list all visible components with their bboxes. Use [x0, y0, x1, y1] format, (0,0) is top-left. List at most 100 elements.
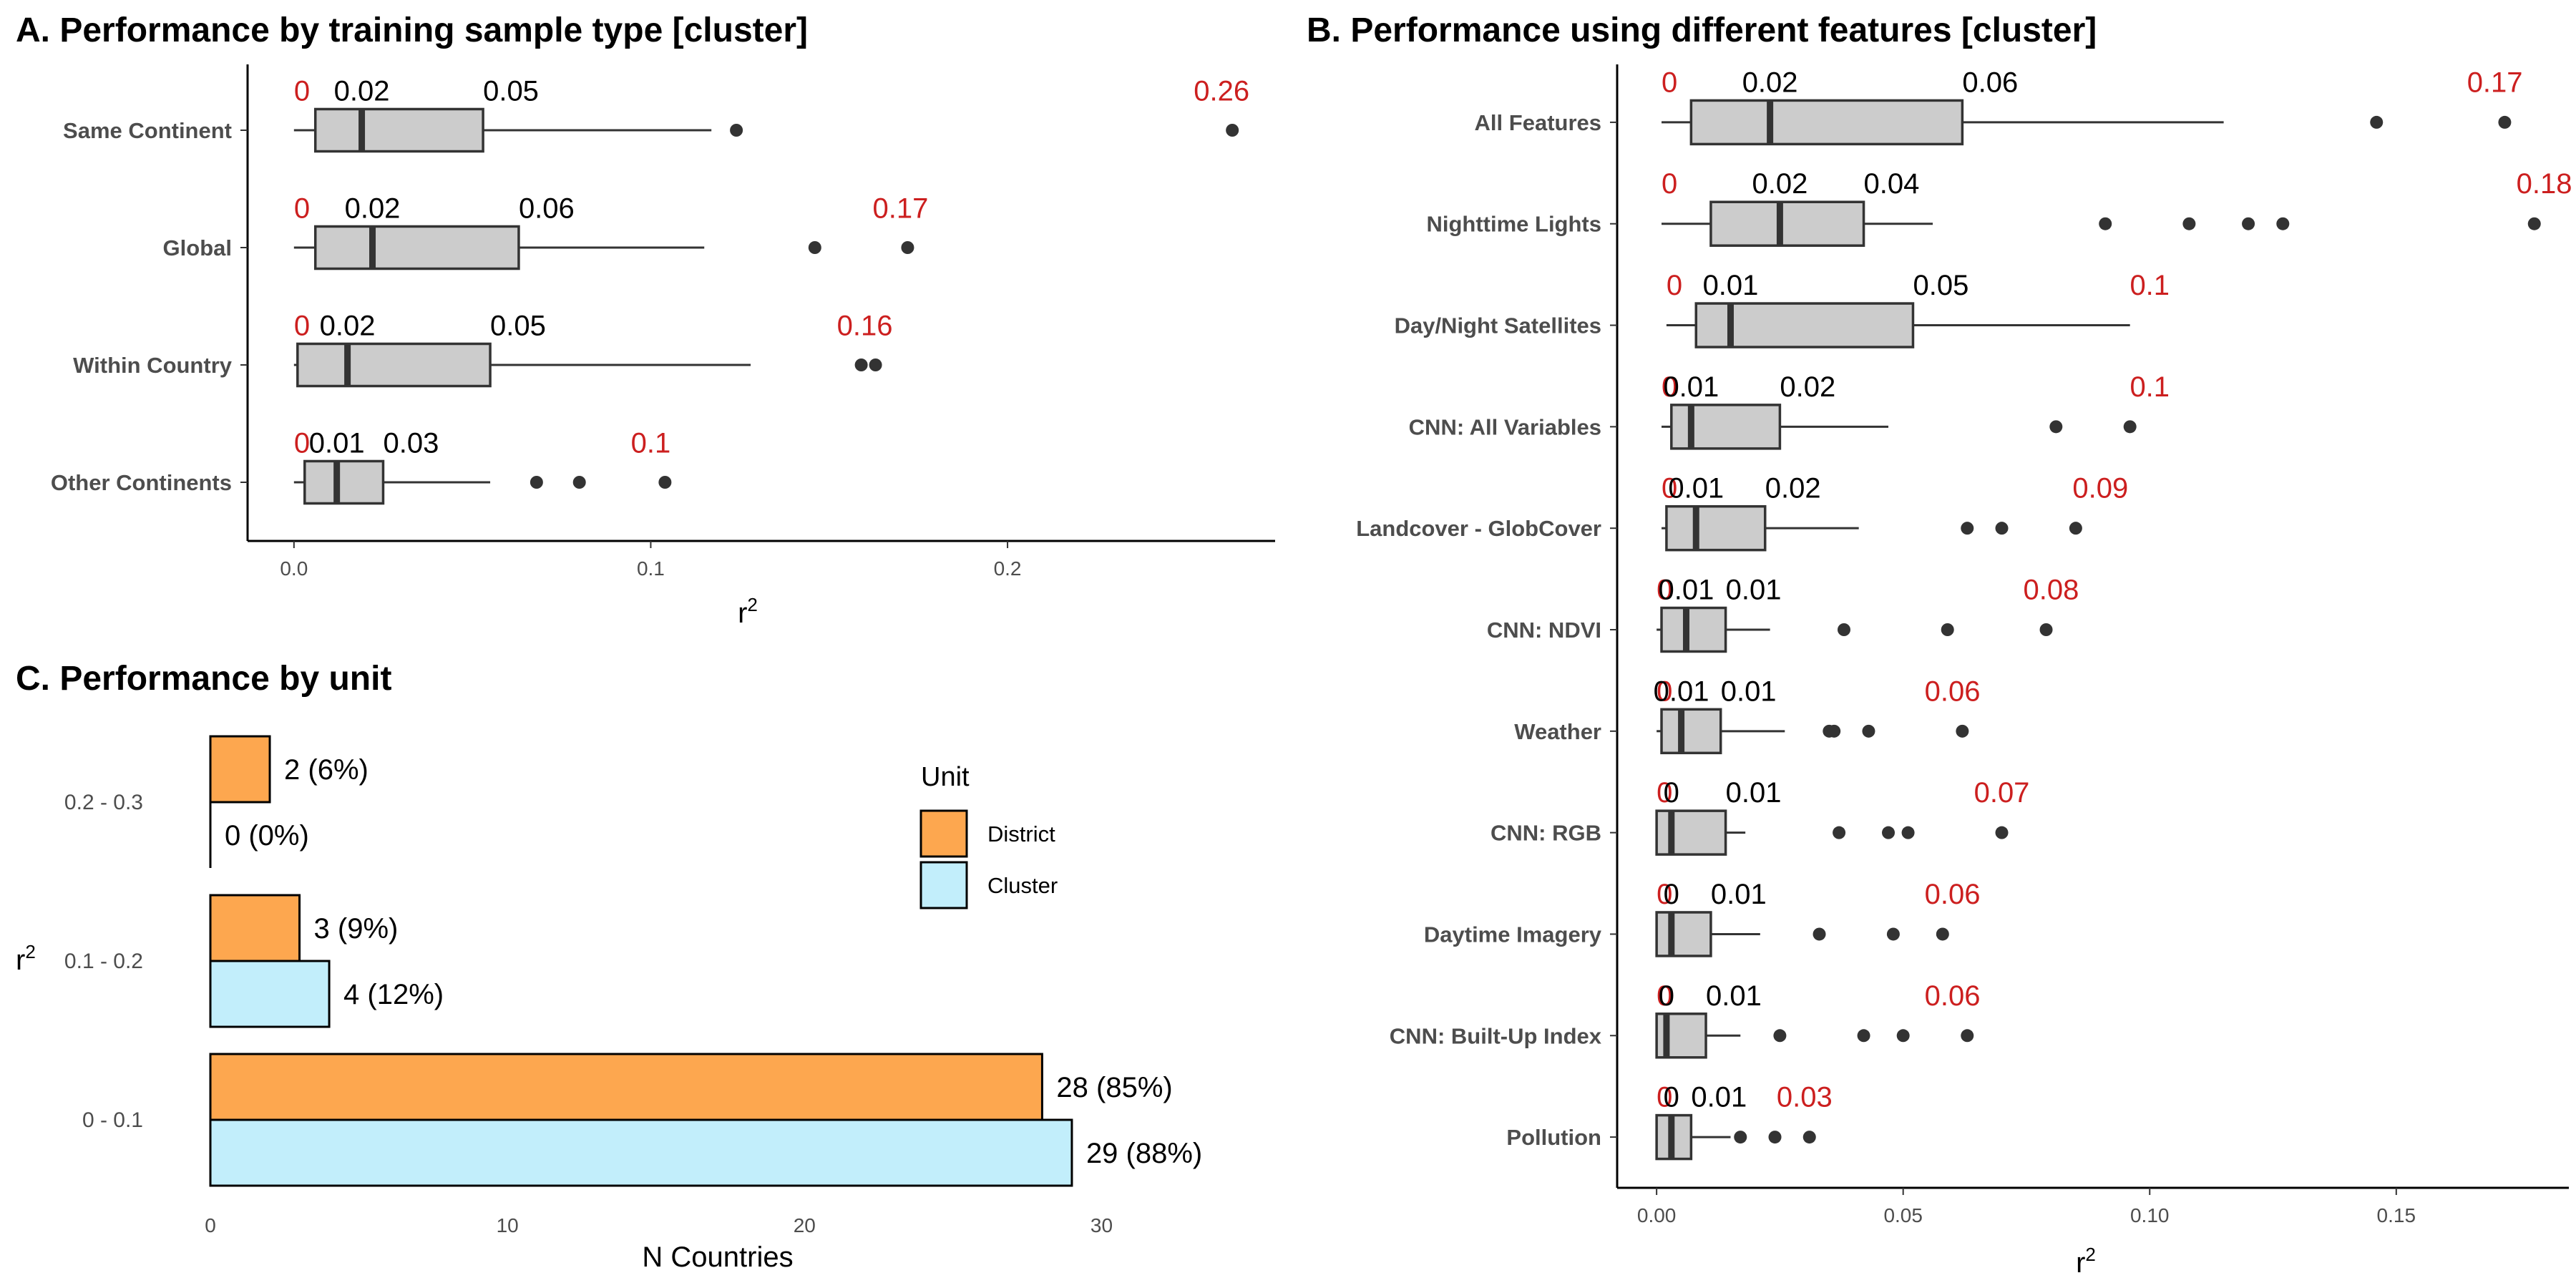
legend-key-district [919, 809, 968, 858]
panel-a-x-axis-title: r2 [738, 594, 758, 629]
panel-b-x-tick-label: 0.05 [1883, 1204, 1923, 1226]
panel-a-outlier-point [808, 241, 821, 254]
panel-a-q3-label: 0.05 [490, 310, 546, 341]
panel-b-outlier-point [1833, 826, 1846, 839]
panel-a-median-label: 0.02 [334, 75, 390, 107]
panel-b-median-label: 0.01 [1703, 270, 1759, 301]
panel-b-outlier-point [1961, 522, 1974, 535]
panel-a-q3-label: 0.06 [519, 192, 575, 224]
panel-b-box [1670, 404, 1782, 450]
panel-c-x-tick-label: 30 [1091, 1214, 1113, 1236]
panel-c-category-label: 0.1 - 0.2 [64, 950, 143, 973]
panel-b-q3-label: 0.01 [1706, 980, 1762, 1012]
panel-b-median-label: 0.01 [1663, 371, 1719, 403]
panel-b-min-label: 0 [1662, 168, 1677, 200]
panel-c-bar-label: 3 (9%) [314, 913, 399, 945]
panel-b-box [1660, 606, 1727, 653]
panel-b-max-label: 0.06 [1925, 980, 1981, 1012]
panel-b-outlier-point [2498, 115, 2512, 129]
panel-a-title: A. Performance by training sample type [… [16, 11, 808, 49]
panel-b-outlier-point [1813, 927, 1826, 941]
panel-b-category-label: CNN: NDVI [1487, 618, 1601, 643]
panel-b-outlier-point [2069, 522, 2082, 535]
panel-b-max-label: 0.06 [1925, 675, 1981, 707]
panel-b-outlier-point [1936, 927, 1949, 941]
panel-a-outlier-point [1226, 124, 1239, 137]
panel-b-median-label: 0 [1664, 879, 1679, 910]
panel-b-outlier-point [1995, 522, 2009, 535]
panel-c-plot-area: 0 10 20 30 0.2 - 0.3 2 (6%) 0 (0%) 0.1 - 0.2 3 (… [64, 735, 1202, 1236]
panel-b-median-label: 0.02 [1752, 168, 1807, 200]
panel-b-max-label: 0.06 [1925, 879, 1981, 910]
panel-a-outlier-point [901, 241, 914, 254]
panel-b-q3-label: 0.01 [1711, 879, 1767, 910]
panel-b-outlier-point [1961, 1029, 1974, 1043]
panel-b-outlier-point [1896, 1029, 1910, 1043]
panel-c-x-tick-label: 20 [794, 1214, 816, 1236]
panel-a-max-label: 0.26 [1194, 75, 1249, 107]
panel-a-min-label: 0 [294, 75, 310, 107]
panel-b-min-label: 0 [1657, 675, 1672, 707]
panel-c-bar-label: 0 (0%) [225, 820, 309, 852]
panel-b-box [1665, 504, 1767, 552]
panel-b-outlier-point [1956, 724, 1969, 738]
panel-b-max-label: 0.1 [2129, 371, 2170, 403]
panel-c-x-axis-title: N Countries [642, 1241, 793, 1273]
panel-a-median-label: 0.02 [345, 192, 401, 224]
panel-b-outlier-point [1882, 826, 1896, 839]
panel-a-q3-label: 0.03 [383, 427, 439, 459]
panel-b-max-label: 0.03 [1777, 1082, 1833, 1113]
panel-b-x-tick-label: 0.10 [2130, 1204, 2170, 1226]
panel-c-x-tick-label: 10 [497, 1214, 519, 1236]
panel-b-outlier-point [1773, 1029, 1787, 1043]
panel-b-q3-label: 0.02 [1780, 371, 1835, 403]
panel-b-outlier-point [1857, 1029, 1870, 1043]
panel-a-category-label: Same Continent [63, 118, 232, 143]
panel-a-outlier-point [869, 358, 882, 371]
panel-b-outlier-point [1886, 927, 1900, 941]
panel-b-outlier-point [2242, 217, 2255, 230]
panel-b-min-label: 0 [1667, 270, 1682, 301]
panel-c: C. Performance by unit 0 10 20 30 0.2 - 0.3 2… [16, 660, 1202, 1273]
panel-b-category-label: Daytime Imagery [1424, 922, 1602, 947]
panel-b-outlier-point [2099, 217, 2112, 230]
panel-b-min-label: 0 [1662, 371, 1677, 403]
panel-b-box [1709, 200, 1865, 247]
panel-c-legend: Unit District Cluster [919, 762, 1058, 909]
panel-b-median-label: 0.01 [1659, 575, 1714, 606]
legend-label-district: District [987, 821, 1055, 847]
panel-b-q3-label: 0.01 [1726, 575, 1782, 606]
panel-b-min-label: 0 [1662, 67, 1677, 98]
panel-a-median-label: 0.02 [320, 310, 376, 341]
panel-b-median-label: 0 [1659, 980, 1674, 1012]
panel-b-q3-label: 0.05 [1913, 270, 1968, 301]
panel-b-max-label: 0.17 [2467, 67, 2523, 98]
panel-c-bar-label: 28 (85%) [1056, 1072, 1172, 1103]
panel-b-q3-label: 0.01 [1691, 1082, 1747, 1113]
panel-b: B. Performance using different features … [1307, 11, 2572, 1279]
panel-a-category-label: Within Country [73, 353, 233, 378]
panel-b-category-label: All Features [1475, 110, 1601, 135]
panel-b-outlier-point [1941, 623, 1954, 636]
panel-b-x-axis-title: r2 [2076, 1244, 2096, 1279]
panel-c-bar-district [209, 735, 271, 804]
panel-a-box [313, 225, 520, 270]
panel-a-outlier-point [730, 124, 743, 137]
panel-b-outlier-point [2182, 217, 2196, 230]
panel-b-title: B. Performance using different features … [1307, 11, 2097, 49]
panel-a-outlier-point [854, 358, 868, 371]
panel-b-x-axis-title-base: r [2076, 1247, 2085, 1279]
panel-b-outlier-point [2049, 420, 2063, 434]
panel-b-median-label: 0.01 [1654, 675, 1709, 707]
panel-b-outlier-point [2276, 217, 2290, 230]
panel-b-category-label: Nighttime Lights [1426, 212, 1601, 237]
panel-b-category-label: Day/Night Satellites [1395, 313, 1601, 338]
panel-a-min-label: 0 [294, 192, 310, 224]
panel-a-q3-label: 0.05 [483, 75, 539, 107]
panel-b-q3-label: 0.02 [1765, 473, 1821, 504]
panel-a-box [296, 342, 492, 388]
legend-key-cluster [919, 861, 968, 909]
panel-b-box [1689, 99, 1964, 146]
legend-title: Unit [921, 762, 970, 792]
